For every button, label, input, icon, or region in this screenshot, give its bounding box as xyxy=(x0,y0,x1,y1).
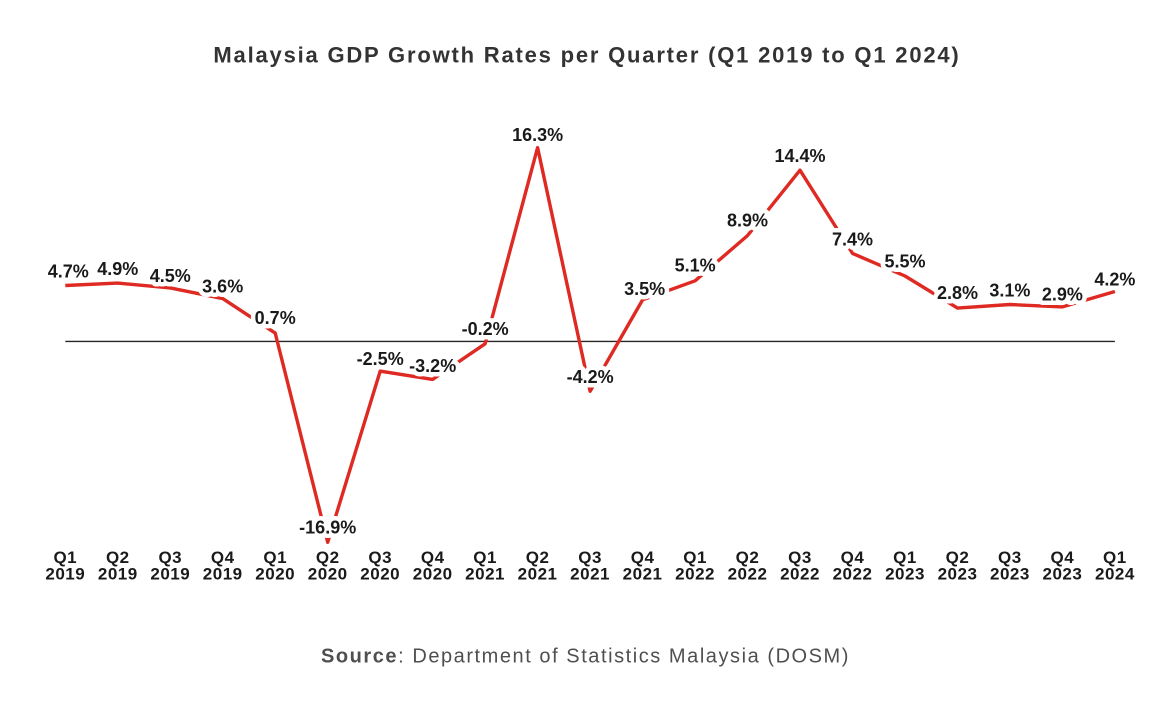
svg-text:3.1%: 3.1% xyxy=(989,280,1030,300)
svg-text:2024: 2024 xyxy=(1095,565,1135,584)
svg-text:4.7%: 4.7% xyxy=(48,262,89,282)
svg-text:Q2: Q2 xyxy=(106,548,130,567)
svg-text:0.7%: 0.7% xyxy=(255,308,296,328)
svg-text:-16.9%: -16.9% xyxy=(299,518,356,538)
svg-text:4.5%: 4.5% xyxy=(150,266,191,286)
svg-text:2020: 2020 xyxy=(255,565,295,584)
svg-text:Q1: Q1 xyxy=(1103,548,1127,567)
svg-text:Q3: Q3 xyxy=(368,548,392,567)
svg-text:Q1: Q1 xyxy=(263,548,287,567)
svg-text:2019: 2019 xyxy=(98,565,138,584)
svg-text:2023: 2023 xyxy=(885,565,925,584)
svg-text:Q4: Q4 xyxy=(1051,548,1075,567)
svg-text:Malaysia GDP Growth Rates per: Malaysia GDP Growth Rates per Quarter (Q… xyxy=(213,43,960,68)
svg-text:2022: 2022 xyxy=(780,565,820,584)
svg-text:14.4%: 14.4% xyxy=(774,146,825,166)
svg-text:2019: 2019 xyxy=(45,565,85,584)
svg-text:2021: 2021 xyxy=(518,565,558,584)
svg-text:-4.2%: -4.2% xyxy=(567,367,614,387)
svg-text:Q2: Q2 xyxy=(526,548,550,567)
svg-text:7.4%: 7.4% xyxy=(832,230,873,250)
svg-text:-2.5%: -2.5% xyxy=(357,349,404,369)
svg-text:2.9%: 2.9% xyxy=(1042,284,1083,304)
svg-text:-3.2%: -3.2% xyxy=(409,356,456,376)
svg-text:8.9%: 8.9% xyxy=(727,210,768,230)
svg-text:5.5%: 5.5% xyxy=(884,252,925,272)
svg-text:2023: 2023 xyxy=(1042,565,1082,584)
svg-text:5.1%: 5.1% xyxy=(675,255,716,275)
svg-text:2022: 2022 xyxy=(675,565,715,584)
svg-text:2021: 2021 xyxy=(465,565,505,584)
svg-text:2019: 2019 xyxy=(150,565,190,584)
svg-text:Q2: Q2 xyxy=(316,548,340,567)
svg-text:Q3: Q3 xyxy=(998,548,1022,567)
svg-text:2022: 2022 xyxy=(833,565,873,584)
svg-text:2023: 2023 xyxy=(990,565,1030,584)
svg-text:Q4: Q4 xyxy=(841,548,865,567)
svg-text:2020: 2020 xyxy=(413,565,453,584)
svg-text:Q1: Q1 xyxy=(893,548,917,567)
svg-text:Q2: Q2 xyxy=(736,548,760,567)
svg-text:Q1: Q1 xyxy=(53,548,77,567)
svg-text:Q3: Q3 xyxy=(158,548,182,567)
svg-text:Source: Department of Statisti: Source: Department of Statistics Malaysi… xyxy=(321,646,850,668)
svg-text:2019: 2019 xyxy=(203,565,243,584)
svg-text:4.9%: 4.9% xyxy=(97,259,138,279)
svg-text:2020: 2020 xyxy=(308,565,348,584)
svg-text:2021: 2021 xyxy=(570,565,610,584)
svg-text:Q4: Q4 xyxy=(211,548,235,567)
svg-text:16.3%: 16.3% xyxy=(512,125,563,145)
svg-text:Q4: Q4 xyxy=(631,548,655,567)
svg-text:3.5%: 3.5% xyxy=(624,279,665,299)
svg-text:-0.2%: -0.2% xyxy=(462,319,509,339)
svg-text:2.8%: 2.8% xyxy=(937,283,978,303)
svg-text:2020: 2020 xyxy=(360,565,400,584)
svg-text:Q2: Q2 xyxy=(946,548,970,567)
svg-text:Q1: Q1 xyxy=(683,548,707,567)
svg-text:2022: 2022 xyxy=(728,565,768,584)
svg-text:2023: 2023 xyxy=(938,565,978,584)
svg-text:Q3: Q3 xyxy=(578,548,602,567)
svg-text:Q1: Q1 xyxy=(473,548,497,567)
svg-text:2021: 2021 xyxy=(623,565,663,584)
svg-text:Q4: Q4 xyxy=(421,548,445,567)
svg-text:Q3: Q3 xyxy=(788,548,812,567)
svg-text:3.6%: 3.6% xyxy=(202,277,243,297)
svg-text:4.2%: 4.2% xyxy=(1094,269,1135,289)
